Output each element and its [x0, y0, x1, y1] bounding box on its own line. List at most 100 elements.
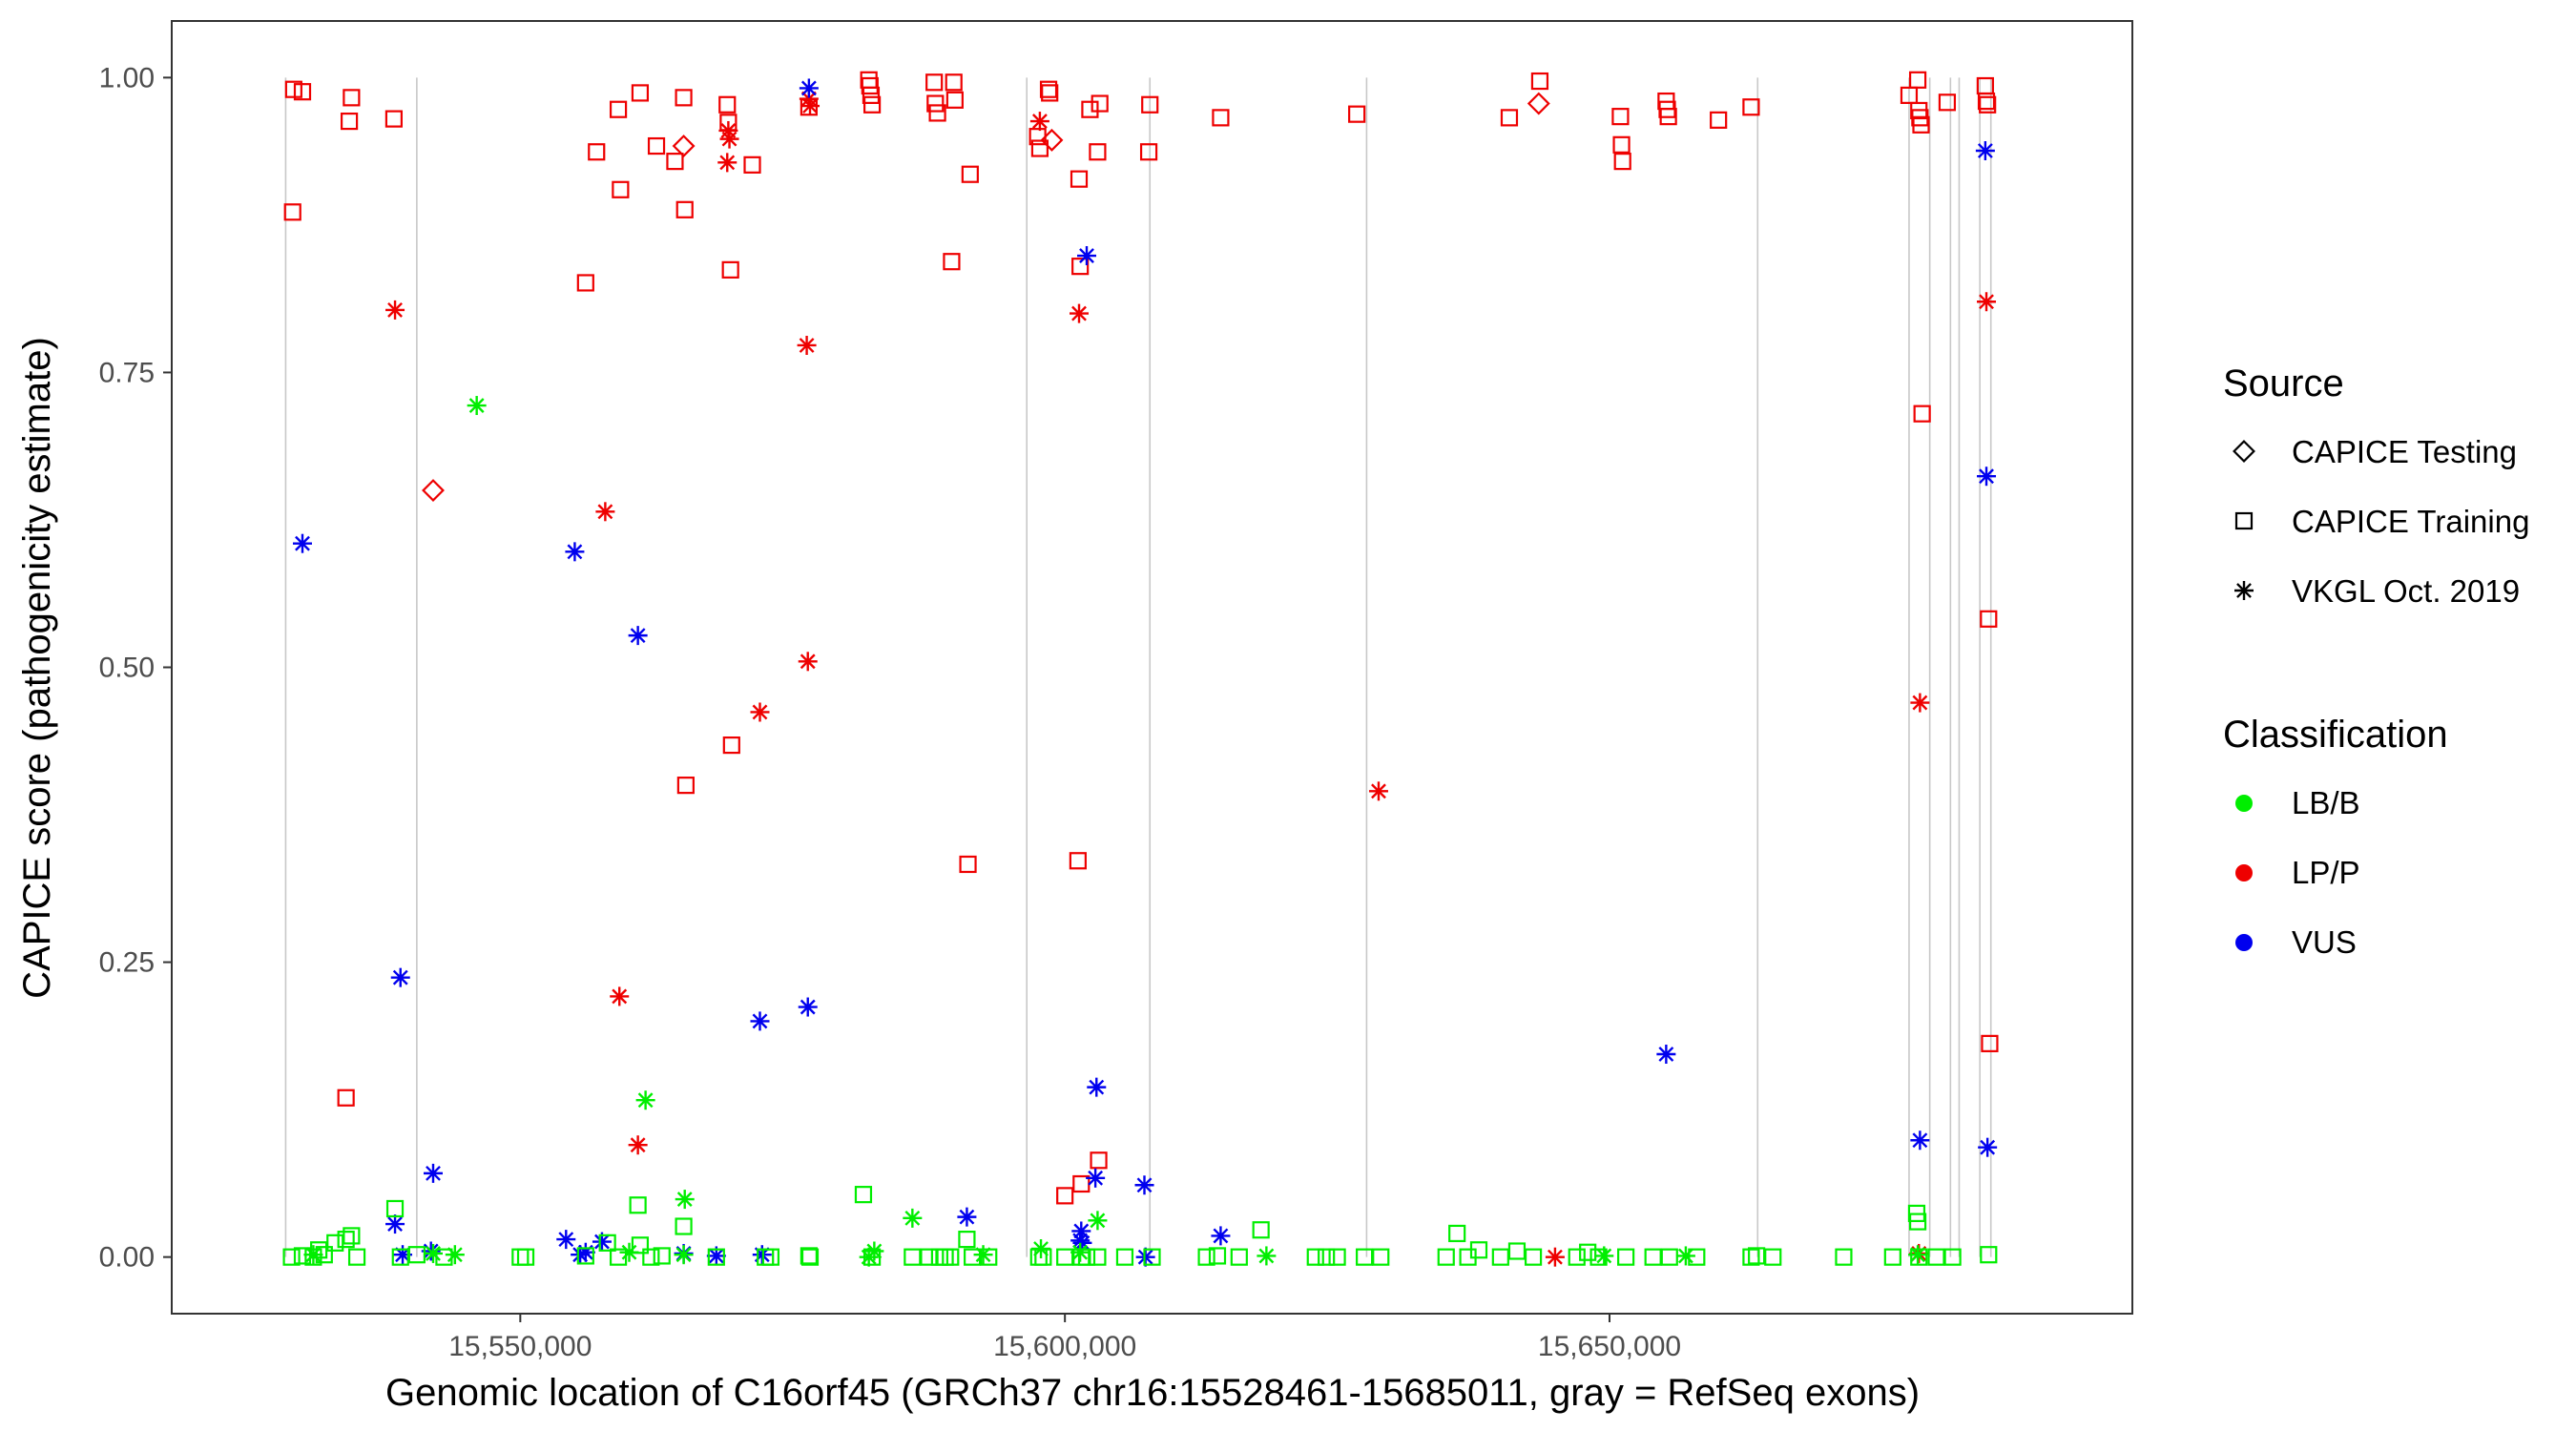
data-point-asterisk-2-3 [628, 1135, 648, 1155]
data-point-square-4-49 [1252, 1221, 1270, 1239]
data-point-asterisk-5-10 [424, 1243, 443, 1263]
data-point-square-0-61 [1742, 98, 1760, 116]
data-point-asterisk-2-5 [719, 129, 739, 149]
x-tick-label: 15,550,000 [448, 1331, 592, 1362]
data-point-square-4-11 [407, 1246, 426, 1264]
data-point-square-0-2 [283, 203, 301, 221]
data-point-square-0-63 [1908, 71, 1927, 89]
data-point-asterisk-5-16 [1594, 1246, 1614, 1266]
data-point-square-4-62 [1568, 1248, 1586, 1266]
data-point-square-4-71 [1764, 1248, 1782, 1266]
data-point-square-4-75 [1908, 1213, 1927, 1231]
data-point-asterisk-3-15 [752, 1245, 772, 1265]
y-tick-label: 0.00 [99, 1242, 155, 1274]
data-point-square-4-67 [1660, 1248, 1678, 1266]
data-point-square-4-69 [1742, 1248, 1760, 1266]
data-point-square-0-70 [1977, 92, 1996, 111]
data-point-asterisk-5-7 [1070, 1242, 1091, 1262]
data-point-square-4-22 [675, 1217, 693, 1235]
data-point-square-0-1 [293, 83, 312, 101]
x-axis: 15,550,000 15,600,000 15,650,000 [448, 1314, 1681, 1362]
data-point-square-0-72 [1980, 610, 1998, 628]
data-point-square-4-31 [920, 1248, 938, 1266]
x-tick-label: 15,650,000 [1538, 1331, 1681, 1362]
data-point-square-0-7 [576, 274, 594, 292]
legend-item-vkgl: VKGL Oct. 2019 [2234, 573, 2520, 609]
data-point-square-4-36 [964, 1248, 982, 1266]
legend-square-symbol [2234, 511, 2254, 530]
data-point-square-0-46 [1089, 143, 1107, 161]
data-point-asterisk-2-2 [610, 986, 630, 1006]
data-point-asterisk-2-16 [1910, 693, 1930, 713]
data-point-square-4-68 [1688, 1248, 1706, 1266]
x-tick-label: 15,600,000 [993, 1331, 1136, 1362]
data-point-square-4-65 [1617, 1248, 1635, 1266]
data-point-asterisk-3-27 [1211, 1226, 1231, 1246]
data-point-asterisk-3-21 [1072, 1233, 1092, 1253]
data-point-square-0-40 [1070, 170, 1089, 188]
data-point-square-0-73 [1981, 1034, 1999, 1052]
data-point-asterisk-5-1 [635, 1090, 655, 1110]
data-point-asterisk-5-17 [1675, 1246, 1695, 1266]
data-point-square-4-78 [1943, 1248, 1962, 1266]
data-point-square-0-38 [1041, 84, 1059, 102]
data-point-square-4-52 [1328, 1248, 1346, 1266]
data-point-square-0-50 [1212, 109, 1230, 127]
data-point-asterisk-2-9 [800, 96, 821, 116]
legend-source-title: Source [2223, 363, 2344, 404]
data-point-asterisk-2-11 [798, 652, 818, 672]
data-point-square-0-49 [1139, 143, 1158, 161]
data-point-square-0-39 [1056, 1187, 1074, 1205]
data-point-square-0-25 [862, 86, 881, 104]
data-point-asterisk-3-22 [1077, 246, 1096, 266]
y-axis-title: CAPICE score (pathogenicity estimate) [16, 337, 58, 999]
data-point-square-4-59 [1491, 1248, 1509, 1266]
data-points [282, 71, 1999, 1267]
data-point-asterisk-3-18 [957, 1207, 977, 1227]
data-point-asterisk-3-1 [390, 967, 410, 987]
data-point-square-4-72 [1835, 1248, 1853, 1266]
plot-panel-border [171, 20, 2133, 1315]
legend-label-capice-training: CAPICE Training [2292, 504, 2529, 539]
data-point-square-4-21 [653, 1247, 671, 1265]
data-point-square-0-56 [1613, 153, 1631, 171]
data-point-asterisk-5-9 [303, 1245, 323, 1265]
data-point-asterisk-3-26 [1135, 1247, 1155, 1267]
data-point-asterisk-5-5 [859, 1247, 879, 1267]
data-point-square-0-32 [943, 253, 961, 271]
data-point-square-0-66 [1912, 115, 1930, 134]
data-point-square-4-9 [385, 1199, 405, 1218]
data-point-square-0-12 [647, 136, 666, 156]
data-point-asterisk-2-10 [797, 335, 817, 355]
data-point-asterisk-3-6 [565, 542, 585, 562]
data-point-square-0-11 [631, 84, 650, 102]
data-point-asterisk-5-11 [445, 1245, 465, 1265]
data-point-square-0-33 [961, 165, 979, 183]
data-point-asterisk-3-16 [799, 78, 819, 98]
data-point-square-0-53 [1530, 72, 1549, 91]
data-point-asterisk-3-28 [1656, 1045, 1676, 1065]
data-point-asterisk-3-0 [293, 533, 312, 553]
data-point-diamond-1-1 [672, 135, 696, 158]
data-point-asterisk-2-12 [1029, 112, 1049, 132]
data-point-square-0-71 [1979, 95, 1997, 114]
data-point-asterisk-5-14 [973, 1245, 993, 1265]
data-point-square-4-35 [958, 1231, 976, 1249]
data-point-square-0-28 [926, 94, 945, 113]
data-point-square-4-55 [1437, 1248, 1455, 1266]
data-point-square-0-29 [928, 104, 946, 122]
data-point-square-4-23 [707, 1248, 725, 1266]
data-point-square-0-24 [861, 76, 879, 95]
legend-label-capice-testing: CAPICE Testing [2292, 434, 2517, 469]
legend-label-vus: VUS [2292, 924, 2357, 960]
data-point-asterisk-5-12 [619, 1242, 639, 1262]
data-point-asterisk-5-8 [1088, 1211, 1108, 1231]
legend-item-lbb: LB/B [2235, 785, 2360, 820]
data-point-square-4-79 [1980, 1246, 1998, 1264]
data-point-diamond-1-3 [1527, 92, 1550, 115]
data-point-asterisk-5-0 [467, 396, 487, 416]
data-point-square-4-20 [642, 1248, 660, 1266]
data-point-square-0-5 [384, 110, 403, 128]
y-tick-label: 0.25 [99, 947, 155, 979]
data-point-square-0-26 [862, 95, 882, 114]
